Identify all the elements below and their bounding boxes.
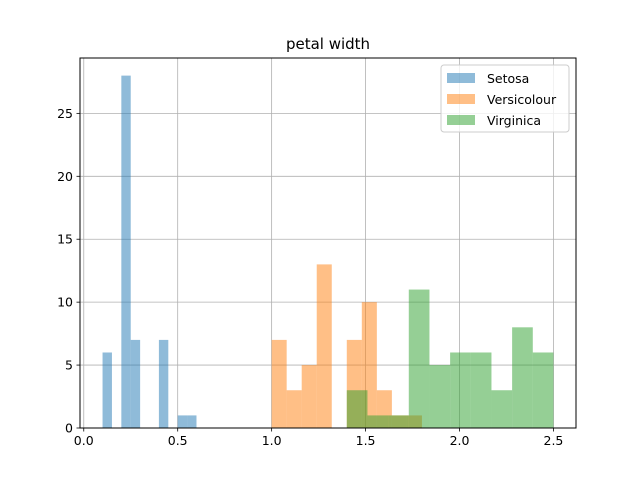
x-tick-label: 2.5 [544,433,564,448]
x-tick-label: 1.5 [356,433,376,448]
histogram-bar [408,289,430,428]
histogram-bar [470,352,492,428]
histogram-bar [187,415,197,428]
histogram-bar [130,339,141,428]
histogram-bar [121,75,131,428]
legend-label: Versicolour [487,92,557,107]
x-tick-label: 2.0 [450,433,470,448]
histogram-bar [367,415,389,428]
histogram-bar [158,339,169,428]
y-tick-label: 10 [57,295,73,310]
series-virginica [346,289,554,428]
legend-swatch [447,73,475,83]
histogram-bar [301,365,317,428]
legend-label: Virginica [487,113,541,128]
histogram-bar [271,339,287,428]
histogram-bar [450,352,471,428]
histogram-bar [491,390,513,428]
histogram-bar [532,352,554,428]
x-axis: 0.0 0.5 1.0 1.5 2.0 2.5 [74,428,564,448]
histogram-bars [102,75,554,428]
series-setosa [102,75,197,428]
x-tick-label: 0.5 [168,433,188,448]
histogram-bar [177,415,188,428]
histogram-bar [346,390,368,428]
legend-label: Setosa [487,71,529,86]
y-tick-label: 15 [57,232,73,247]
legend-swatch [447,115,475,125]
chart-title: petal width [286,35,370,53]
y-tick-label: 20 [57,169,73,184]
y-tick-label: 5 [65,358,73,373]
histogram-bar [512,327,533,428]
legend-swatch [447,94,475,104]
histogram-bar [286,390,302,428]
histogram-bar [388,415,409,428]
x-tick-label: 1.0 [262,433,282,448]
y-axis: 0 5 10 15 20 25 [57,106,80,436]
x-tick-label: 0.0 [74,433,94,448]
legend: Setosa Versicolour Virginica [440,64,570,133]
histogram-bar [429,365,451,428]
y-tick-label: 25 [57,106,73,121]
histogram-bar [316,264,332,428]
y-tick-label: 0 [65,421,73,436]
histogram-bar [102,352,112,428]
axes-frame [79,57,577,429]
